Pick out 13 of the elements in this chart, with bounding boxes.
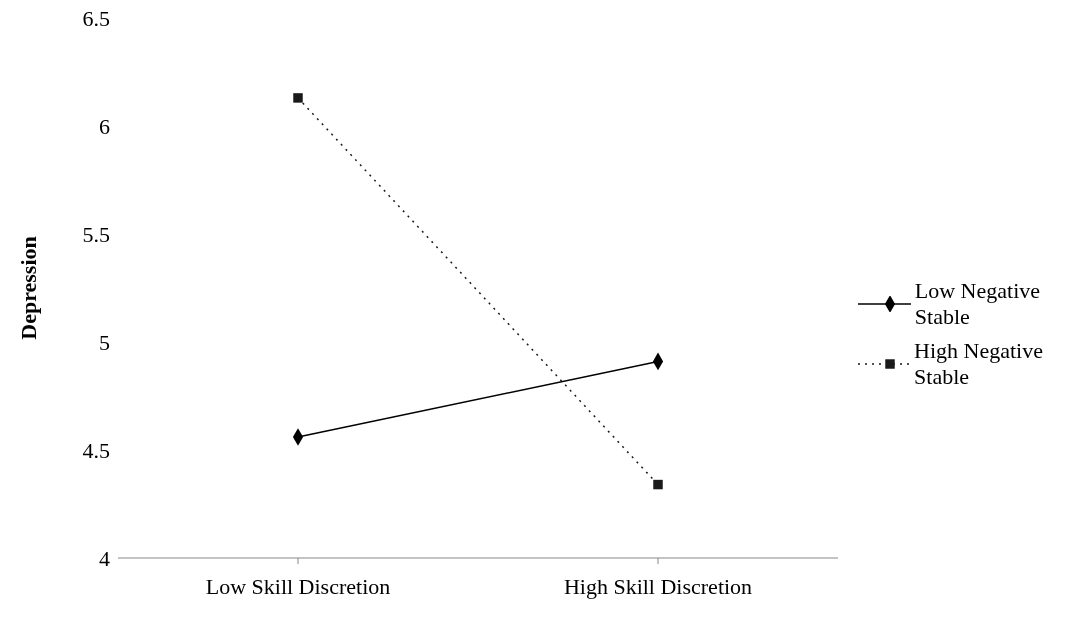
y-tick-label: 5 bbox=[99, 329, 110, 355]
y-tick-label: 4 bbox=[99, 545, 110, 571]
point bbox=[653, 479, 663, 490]
legend-label: Low Negative Stable bbox=[914, 278, 1042, 330]
point bbox=[293, 93, 303, 103]
y-tick-label: 6 bbox=[99, 113, 110, 139]
y-tick-label: 5.5 bbox=[82, 221, 110, 247]
x-tick-label: High Skill Discretion bbox=[563, 573, 753, 599]
y-axis-title: Depression bbox=[15, 236, 41, 340]
y-tick-label: 4.5 bbox=[82, 437, 110, 463]
x-tick-label: Low Skill Discretion bbox=[205, 573, 391, 599]
y-tick-label: 6.5 bbox=[82, 5, 110, 31]
legend-label: High Negative Stable bbox=[914, 338, 1044, 390]
